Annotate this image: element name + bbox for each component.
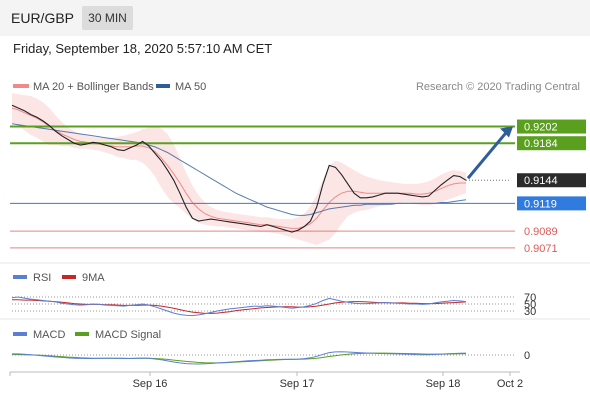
timeframe-button[interactable]: 30 MIN [82, 6, 133, 30]
rsi-tick-label: 70 [524, 292, 536, 304]
level-label-current: 0.9144 [524, 175, 558, 187]
x-tick-label: Sep 16 [133, 378, 168, 390]
rsi-tick-label: 50 [524, 299, 536, 311]
forecast-arrow-shaft [466, 130, 509, 180]
legend-swatch-rsi [13, 275, 27, 279]
forecast-arrow-head [500, 126, 513, 138]
level-label-resistance: 0.9202 [524, 122, 558, 134]
legend-label-macd: MACD [33, 329, 65, 341]
legend-label-macd-signal: MACD Signal [95, 329, 161, 341]
x-axis: Sep 16 Sep 17 Sep 18 Oct 2 [9, 372, 523, 390]
top-bar: EUR/GBP 30 MIN [0, 0, 590, 36]
macd-panel: 0 [11, 350, 530, 365]
x-tick-label: Sep 17 [280, 378, 315, 390]
price-legend: MA 20 + Bollinger Bands MA 50 [13, 81, 206, 93]
levels-layer: 0.9202 0.9184 0.9144 0.9119 0.9089 0.9071 [10, 104, 586, 255]
legend-label-rsi-ma: 9MA [82, 272, 105, 284]
rsi-ma-line [12, 299, 467, 314]
legend-swatch-ma50 [156, 84, 170, 88]
legend-swatch-bollinger [13, 84, 29, 88]
legend-label-ma50: MA 50 [175, 81, 206, 93]
instrument-label: EUR/GBP [11, 10, 75, 26]
level-label-support: 0.9071 [524, 243, 558, 255]
datetime-label: Friday, September 18, 2020 5:57:10 AM CE… [13, 41, 273, 56]
level-label-support: 0.9089 [524, 226, 558, 238]
macd-tick-label: 0 [524, 350, 530, 362]
level-label-resistance: 0.9184 [524, 138, 558, 150]
legend-swatch-macd [13, 332, 27, 336]
rsi-legend: RSI 9MA [13, 272, 105, 284]
rsi-line [11, 296, 467, 317]
level-label-box-pivot [517, 196, 586, 211]
bollinger-band [12, 93, 466, 245]
legend-swatch-rsi-ma [62, 275, 76, 279]
level-label-box-resistance [517, 136, 586, 151]
rsi-tick-label: 30 [524, 306, 536, 318]
legend-label-bollinger: MA 20 + Bollinger Bands [33, 81, 154, 93]
ma50-line [11, 123, 467, 216]
price-panel [11, 93, 467, 245]
legend-label-rsi: RSI [33, 272, 51, 284]
price-line [11, 104, 467, 233]
macd-legend: MACD MACD Signal [13, 329, 161, 341]
macd-line [12, 351, 467, 365]
credit-label: Research © 2020 Trading Central [416, 81, 580, 93]
legend-swatch-macd-signal [75, 332, 89, 336]
x-tick-label: Sep 18 [426, 378, 461, 390]
x-tick-label: Oct 2 [497, 378, 523, 390]
level-label-box-current [517, 173, 586, 188]
level-label-pivot: 0.9119 [524, 198, 557, 210]
level-label-box-resistance [517, 119, 586, 134]
